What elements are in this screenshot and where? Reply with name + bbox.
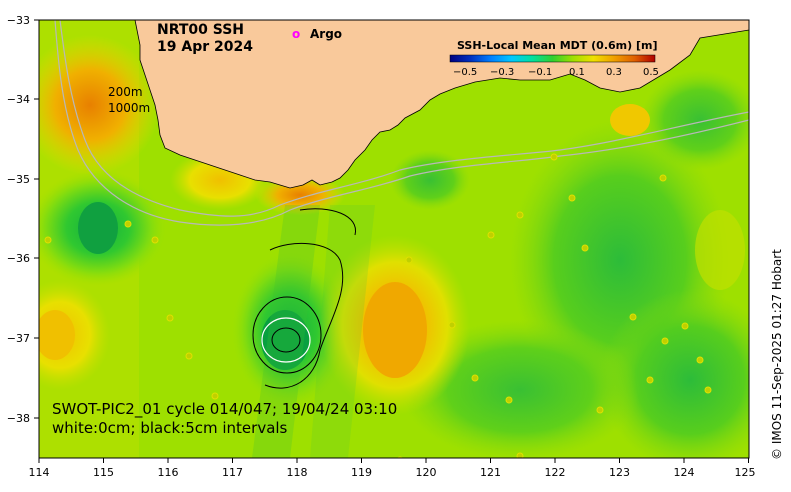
eddy-warm-core — [363, 282, 427, 378]
x-axis: 114 115 116 117 118 119 120 121 122 123 … — [29, 458, 756, 479]
argo-float — [568, 194, 576, 202]
argo-float — [629, 313, 637, 321]
argo-float — [550, 153, 558, 161]
x-tick-label: 114 — [29, 466, 50, 479]
isobath-1000m-line — [54, 20, 749, 226]
map-date: 19 Apr 2024 — [157, 39, 253, 55]
colorbar-ticks: −0.5 −0.3 −0.1 0.1 0.3 0.5 — [453, 67, 659, 78]
argo-float — [661, 337, 669, 345]
argo-float — [681, 322, 689, 330]
isobath-1000m-label: 1000m — [108, 101, 150, 115]
isobath-200m-label: 200m — [108, 85, 143, 99]
isobath-200m-line — [59, 20, 749, 217]
argo-float — [659, 174, 667, 182]
x-tick-label: 122 — [545, 466, 566, 479]
y-tick-label: −35 — [7, 173, 30, 186]
colorbar-tick: −0.5 — [453, 67, 477, 78]
contour-black-3 — [264, 242, 344, 389]
plot-area — [39, 20, 749, 458]
eddy-west-core — [78, 202, 118, 254]
colorbar-title: SSH-Local Mean MDT (0.6m) [m] — [457, 39, 657, 52]
argo-float — [516, 452, 524, 458]
swot-contours — [252, 208, 356, 389]
contour-black-4 — [299, 208, 356, 236]
credit-text: © IMOS 11-Sep-2025 01:27 Hobart — [770, 249, 784, 460]
eddy-west-warm-core — [39, 310, 75, 360]
warm-patch-ne — [610, 104, 650, 136]
swot-swath-right — [310, 205, 375, 458]
x-tick-label: 119 — [351, 466, 372, 479]
y-axis: −33 −34 −35 −36 −37 −38 — [7, 14, 39, 425]
argo-float — [185, 352, 193, 360]
colorbar-tick: −0.1 — [528, 67, 552, 78]
x-tick-label: 121 — [480, 466, 501, 479]
isobaths — [54, 20, 749, 226]
contour-black-1 — [271, 327, 301, 353]
argo-float — [704, 386, 712, 394]
map-title: NRT00 SSH — [157, 22, 244, 38]
argo-float — [44, 236, 52, 244]
y-tick-label: −36 — [7, 252, 30, 265]
colorbar-tick: 0.3 — [606, 67, 622, 78]
argo-float — [696, 356, 704, 364]
argo-float — [646, 376, 654, 384]
y-tick-label: −38 — [7, 412, 30, 425]
argo-float — [516, 211, 524, 219]
colorbar-gradient — [449, 54, 656, 63]
warm-shelf-nw — [39, 35, 160, 175]
swot-info-line1: SWOT-PIC2_01 cycle 014/047; 19/04/24 03:… — [52, 400, 397, 419]
colorbar — [449, 54, 656, 63]
warm-shelf-albany — [255, 175, 345, 215]
colorbar-tick: 0.5 — [643, 67, 659, 78]
x-tick-label: 118 — [287, 466, 308, 479]
argo-float — [471, 374, 479, 382]
green-band-southeast — [600, 290, 749, 458]
x-tick-label: 115 — [93, 466, 114, 479]
y-tick-label: −37 — [7, 332, 30, 345]
y-tick-label: −34 — [7, 93, 30, 106]
contour-black-2 — [252, 296, 322, 374]
x-tick-label: 124 — [674, 466, 695, 479]
colorbar-tick: 0.1 — [569, 67, 585, 78]
x-tick-label: 120 — [416, 466, 437, 479]
argo-float — [581, 244, 589, 252]
swot-swath-left — [252, 205, 320, 458]
argo-float — [124, 220, 132, 228]
eddy-central-core — [261, 310, 309, 370]
argo-float — [505, 396, 513, 404]
argo-float — [448, 321, 456, 329]
x-tick-label: 116 — [158, 466, 179, 479]
argo-float — [151, 236, 159, 244]
warm-patch-e — [695, 210, 745, 290]
argo-float — [166, 314, 174, 322]
x-tick-label: 123 — [609, 466, 630, 479]
plot-frame — [38, 19, 750, 459]
green-patch-northeast — [640, 70, 749, 170]
argo-float — [596, 406, 604, 414]
x-tick-label: 125 — [735, 466, 756, 479]
argo-float — [211, 392, 219, 400]
argo-legend-label: Argo — [310, 27, 342, 41]
green-patch-center — [390, 150, 470, 210]
y-tick-label: −33 — [7, 14, 30, 27]
argo-floats — [44, 153, 712, 458]
argo-float — [405, 256, 413, 264]
contour-white-1 — [261, 317, 311, 363]
argo-float — [487, 231, 495, 239]
x-tick-label: 117 — [222, 466, 243, 479]
colorbar-tick: −0.3 — [490, 67, 514, 78]
swot-info-line2: white:0cm; black:5cm intervals — [52, 419, 288, 437]
argo-legend-marker: o — [292, 27, 300, 41]
